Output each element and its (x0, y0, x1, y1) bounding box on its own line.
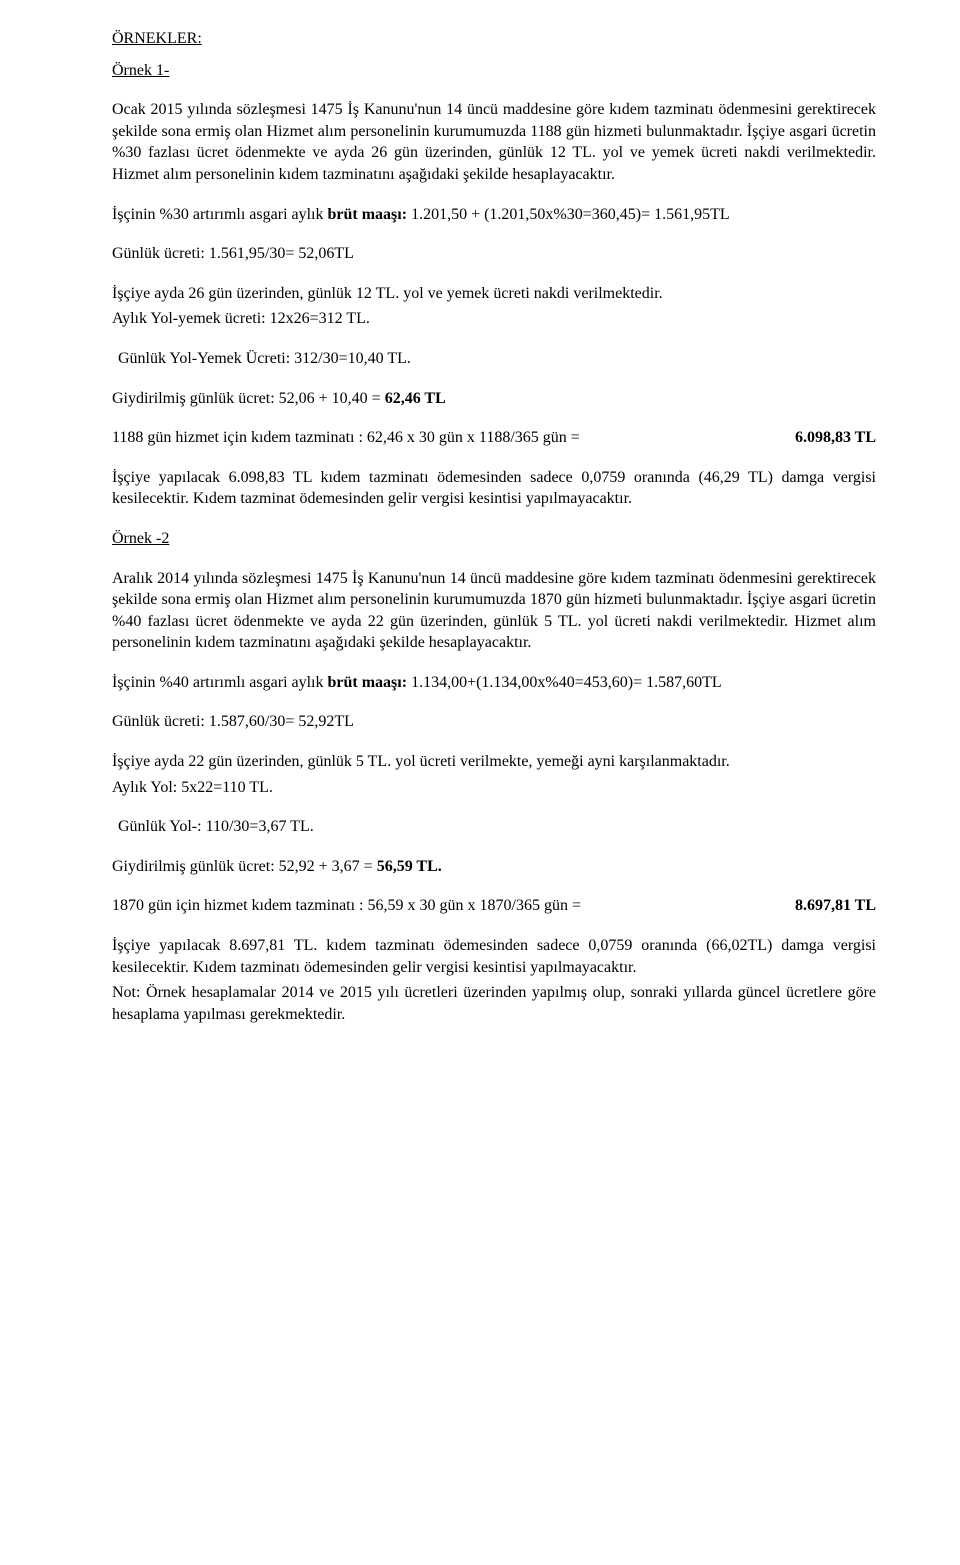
example-2-dressed: Giydirilmiş günlük ücret: 52,92 + 3,67 =… (112, 856, 876, 878)
example-1-result-bold: 6.098,83 TL (795, 427, 876, 449)
example-2-salary: İşçinin %40 artırımlı asgari aylık brüt … (112, 672, 876, 694)
example-2-notes: İşçiye yapılacak 8.697,81 TL. kıdem tazm… (112, 935, 876, 978)
example-1-meal-l1: İşçiye ayda 26 gün üzerinden, günlük 12 … (112, 283, 876, 305)
example-2-result: 1870 gün için hizmet kıdem tazminatı : 5… (112, 895, 876, 917)
example-2-salary-post: 1.134,00+(1.134,00x%40=453,60)= 1.587,60… (407, 674, 722, 691)
example-1-meal-l2: Aylık Yol-yemek ücreti: 12x26=312 TL. (112, 310, 370, 327)
example-1-salary: İşçinin %30 artırımlı asgari aylık brüt … (112, 204, 876, 226)
example-1-meal: İşçiye ayda 26 gün üzerinden, günlük 12 … (112, 283, 876, 330)
example-1-result-pre: 1188 gün hizmet için kıdem tazminatı : 6… (112, 427, 580, 449)
example-2-daily-meal: Günlük Yol-: 110/30=3,67 TL. (112, 816, 876, 838)
example-2-label: Örnek -2 (112, 528, 876, 550)
example-1-salary-bold: brüt maaşı: (328, 206, 408, 223)
heading-examples: ÖRNEKLER: (112, 28, 876, 50)
example-1-dressed-bold: 62,46 TL (385, 390, 446, 407)
example-2-meal: İşçiye ayda 22 gün üzerinden, günlük 5 T… (112, 751, 876, 798)
example-2-result-bold: 8.697,81 TL (795, 895, 876, 917)
example-2-daily: Günlük ücreti: 1.587,60/30= 52,92TL (112, 711, 876, 733)
example-1-daily: Günlük ücreti: 1.561,95/30= 52,06TL (112, 243, 876, 265)
example-1-daily-meal: Günlük Yol-Yemek Ücreti: 312/30=10,40 TL… (112, 348, 876, 370)
example-2-dressed-pre: Giydirilmiş günlük ücret: 52,92 + 3,67 = (112, 858, 377, 875)
example-1-notes: İşçiye yapılacak 6.098,83 TL kıdem tazmi… (112, 467, 876, 510)
example-2-salary-bold: brüt maaşı: (328, 674, 408, 691)
example-1-dressed-pre: Giydirilmiş günlük ücret: 52,06 + 10,40 … (112, 390, 385, 407)
example-1-salary-post: 1.201,50 + (1.201,50x%30=360,45)= 1.561,… (407, 206, 730, 223)
example-1-result: 1188 gün hizmet için kıdem tazminatı : 6… (112, 427, 876, 449)
example-1-label: Örnek 1- (112, 60, 876, 82)
final-note: Not: Örnek hesaplamalar 2014 ve 2015 yıl… (112, 982, 876, 1025)
example-1-intro: Ocak 2015 yılında sözleşmesi 1475 İş Kan… (112, 99, 876, 185)
example-1-dressed: Giydirilmiş günlük ücret: 52,06 + 10,40 … (112, 388, 876, 410)
example-2-result-pre: 1870 gün için hizmet kıdem tazminatı : 5… (112, 895, 581, 917)
example-1-salary-pre: İşçinin %30 artırımlı asgari aylık (112, 206, 328, 223)
example-2-intro: Aralık 2014 yılında sözleşmesi 1475 İş K… (112, 568, 876, 654)
example-2-meal-l1: İşçiye ayda 22 gün üzerinden, günlük 5 T… (112, 751, 876, 773)
example-2-dressed-bold: 56,59 TL. (377, 858, 442, 875)
example-2-meal-l2: Aylık Yol: 5x22=110 TL. (112, 779, 273, 796)
example-2-salary-pre: İşçinin %40 artırımlı asgari aylık (112, 674, 328, 691)
